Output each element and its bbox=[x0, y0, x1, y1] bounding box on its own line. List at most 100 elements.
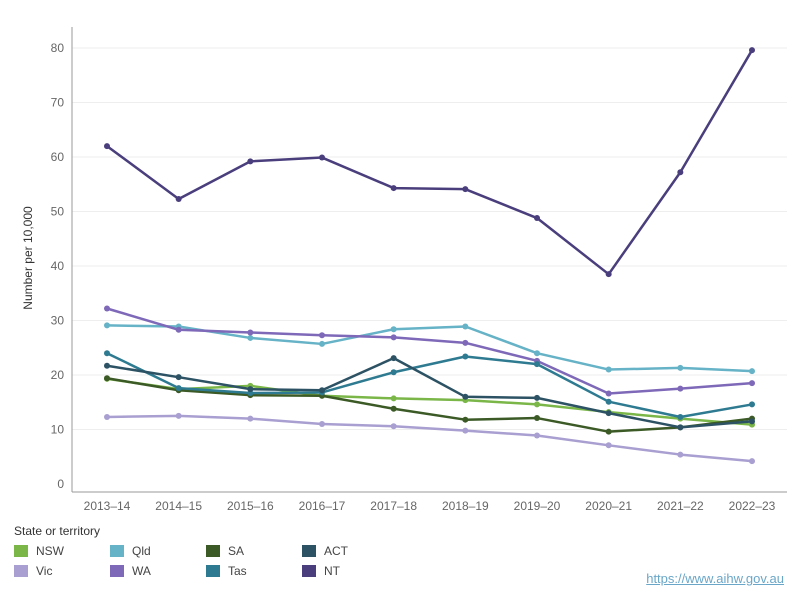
legend-item-nsw: NSW bbox=[14, 544, 110, 558]
series-layer bbox=[104, 47, 755, 465]
data-point-sa bbox=[390, 405, 397, 412]
legend-item-qld: Qld bbox=[110, 544, 206, 558]
gridlines bbox=[72, 47, 787, 430]
x-tick-label: 2017–18 bbox=[370, 499, 417, 513]
data-point-wa bbox=[677, 385, 684, 392]
legend-title: State or territory bbox=[14, 524, 101, 538]
data-point-nt bbox=[462, 186, 469, 193]
y-axis-title: Number per 10,000 bbox=[21, 206, 35, 310]
x-tick-label: 2013–14 bbox=[84, 499, 131, 513]
source-link[interactable]: https://www.aihw.gov.au bbox=[646, 571, 784, 586]
data-point-vic bbox=[534, 432, 540, 439]
data-point-act bbox=[677, 424, 684, 431]
y-tick-label: 80 bbox=[51, 41, 65, 55]
y-tick-label: 0 bbox=[57, 477, 64, 491]
series-line-vic bbox=[105, 414, 754, 463]
legend-item-act: ACT bbox=[302, 544, 398, 558]
legend-label: Vic bbox=[36, 564, 53, 578]
series-tas bbox=[104, 350, 755, 420]
data-point-tas bbox=[104, 350, 110, 357]
data-point-tas bbox=[390, 369, 397, 376]
data-point-vic bbox=[605, 442, 612, 449]
data-point-act bbox=[175, 374, 182, 381]
legend-item-nt: NT bbox=[302, 564, 398, 578]
legend-label: Qld bbox=[132, 544, 151, 558]
data-point-qld bbox=[319, 340, 325, 347]
series-line-nt bbox=[105, 48, 754, 276]
legend: State or territory NSW Qld SA ACT Vic WA Tas NT bbox=[14, 524, 434, 578]
data-point-wa bbox=[175, 326, 182, 333]
data-point-tas bbox=[175, 385, 182, 392]
data-point-qld bbox=[247, 334, 254, 341]
data-point-nsw bbox=[534, 401, 540, 408]
data-point-act bbox=[319, 387, 325, 394]
x-tick-label: 2018–19 bbox=[442, 499, 489, 513]
legend-swatch bbox=[206, 565, 220, 577]
data-point-qld bbox=[390, 326, 397, 333]
data-point-qld bbox=[677, 364, 684, 371]
series-wa bbox=[104, 305, 755, 397]
series-vic bbox=[104, 412, 755, 465]
legend-label: WA bbox=[132, 564, 151, 578]
data-point-qld bbox=[462, 323, 469, 330]
series-line-wa bbox=[105, 307, 754, 395]
series-nsw bbox=[104, 375, 755, 428]
y-tick-label: 10 bbox=[51, 423, 65, 437]
legend-swatch bbox=[302, 545, 316, 557]
data-point-wa bbox=[247, 329, 254, 336]
x-axis-ticks: 2013–14 2014–15 2015–16 2016–17 2017–18 2018–… bbox=[84, 499, 776, 513]
legend-swatch bbox=[302, 565, 316, 577]
legend-swatch bbox=[110, 545, 124, 557]
data-point-act bbox=[247, 386, 254, 393]
data-point-tas bbox=[534, 361, 540, 368]
y-axis-ticks: 0 10 20 30 40 50 60 70 80 bbox=[51, 41, 65, 491]
y-tick-label: 40 bbox=[51, 259, 65, 273]
data-point-vic bbox=[390, 423, 397, 430]
data-point-wa bbox=[390, 334, 397, 341]
series-line-tas bbox=[105, 351, 754, 419]
data-point-nt bbox=[390, 185, 397, 192]
data-point-vic bbox=[749, 458, 755, 465]
data-point-act bbox=[605, 410, 612, 417]
data-point-act bbox=[534, 394, 540, 401]
data-point-act bbox=[749, 418, 755, 425]
data-point-nt bbox=[175, 195, 182, 202]
legend-swatch bbox=[14, 545, 28, 557]
legend-item-vic: Vic bbox=[14, 564, 110, 578]
data-point-wa bbox=[749, 380, 755, 387]
x-tick-label: 2021–22 bbox=[657, 499, 704, 513]
data-point-wa bbox=[104, 305, 110, 312]
data-point-qld bbox=[605, 366, 612, 373]
data-point-nt bbox=[605, 271, 612, 278]
data-point-act bbox=[104, 362, 110, 369]
data-point-nt bbox=[534, 215, 540, 222]
series-act bbox=[104, 355, 755, 431]
data-point-vic bbox=[104, 413, 110, 420]
data-point-wa bbox=[605, 390, 612, 397]
data-point-vic bbox=[462, 427, 469, 434]
legend-label: NSW bbox=[36, 544, 64, 558]
data-point-vic bbox=[319, 421, 325, 428]
data-point-nt bbox=[319, 154, 325, 161]
x-tick-label: 2014–15 bbox=[155, 499, 202, 513]
legend-swatch bbox=[14, 565, 28, 577]
series-line-sa bbox=[105, 377, 754, 433]
data-point-tas bbox=[677, 413, 684, 420]
legend-item-sa: SA bbox=[206, 544, 302, 558]
legend-label: ACT bbox=[324, 544, 348, 558]
y-tick-label: 50 bbox=[51, 205, 65, 219]
legend-items: NSW Qld SA ACT Vic WA Tas NT bbox=[14, 544, 434, 578]
data-point-nt bbox=[247, 158, 254, 165]
data-point-nt bbox=[104, 143, 110, 150]
legend-swatch bbox=[206, 545, 220, 557]
data-point-qld bbox=[534, 350, 540, 357]
data-point-act bbox=[462, 393, 469, 400]
data-point-nt bbox=[677, 169, 684, 176]
data-point-sa bbox=[104, 375, 110, 382]
data-point-nt bbox=[749, 47, 755, 54]
x-tick-label: 2015–16 bbox=[227, 499, 274, 513]
data-point-vic bbox=[175, 412, 182, 419]
x-tick-label: 2019–20 bbox=[514, 499, 561, 513]
data-point-tas bbox=[462, 353, 469, 360]
